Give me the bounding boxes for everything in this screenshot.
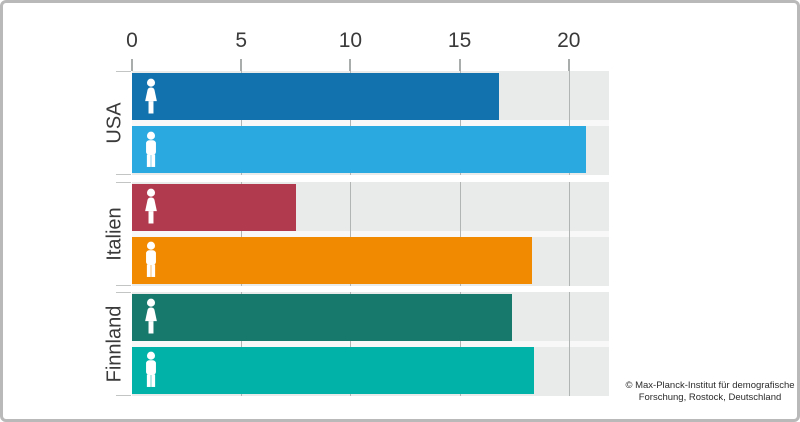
gridline <box>350 181 352 286</box>
gridline <box>459 71 461 175</box>
x-axis-tick-label: 5 <box>235 29 248 52</box>
copyright-line1: © Max-Planck-Institut für demografische <box>625 380 795 391</box>
gridline <box>459 181 461 286</box>
gridline <box>241 71 243 175</box>
female-bar-finnland <box>132 293 513 341</box>
bar-gap <box>132 120 609 126</box>
x-axis-tick-label: 20 <box>557 29 581 52</box>
gridline <box>241 181 243 286</box>
female-bar-italien <box>132 183 296 231</box>
male-icon <box>140 131 162 169</box>
female-icon <box>140 78 162 116</box>
copyright: © Max-Planck-Institut für demografische … <box>625 380 795 405</box>
male-bar-usa <box>132 126 587 173</box>
bar-gap <box>132 230 609 237</box>
female-bar-usa <box>132 73 499 120</box>
x-axis-tick-mark <box>240 59 243 71</box>
female-icon <box>140 298 162 336</box>
x-axis-tick-mark <box>131 59 133 71</box>
male-icon <box>140 351 162 389</box>
x-axis: 0 5 10 15 20 <box>3 3 797 71</box>
x-axis-tick-label: 10 <box>338 29 363 52</box>
gridline <box>568 71 570 175</box>
category-label-finnland: Finnland <box>103 305 126 382</box>
x-axis-tick-mark <box>458 59 461 71</box>
bar-gap <box>132 340 609 347</box>
category-label-usa: USA <box>103 102 126 144</box>
male-icon <box>140 241 162 279</box>
x-axis-tick-label: 0 <box>126 29 138 52</box>
copyright-line2: Forschung, Rostock, Deutschland <box>638 392 782 404</box>
gridline <box>568 291 570 396</box>
gridline <box>459 291 461 396</box>
category-panel-finnland <box>116 291 609 396</box>
category-panel-italien <box>116 181 609 286</box>
x-axis-tick-mark <box>349 59 352 71</box>
category-panel-usa <box>116 71 609 175</box>
female-icon <box>140 188 162 226</box>
male-bar-finnland <box>132 346 534 394</box>
category-label-italien: Italien <box>103 206 126 261</box>
gridline <box>568 181 570 286</box>
gridline <box>350 71 352 175</box>
gridline <box>350 291 352 396</box>
male-bar-italien <box>132 236 532 284</box>
x-axis-tick-label: 15 <box>447 29 472 52</box>
x-axis-tick-mark <box>567 59 570 71</box>
gridline <box>241 291 243 396</box>
